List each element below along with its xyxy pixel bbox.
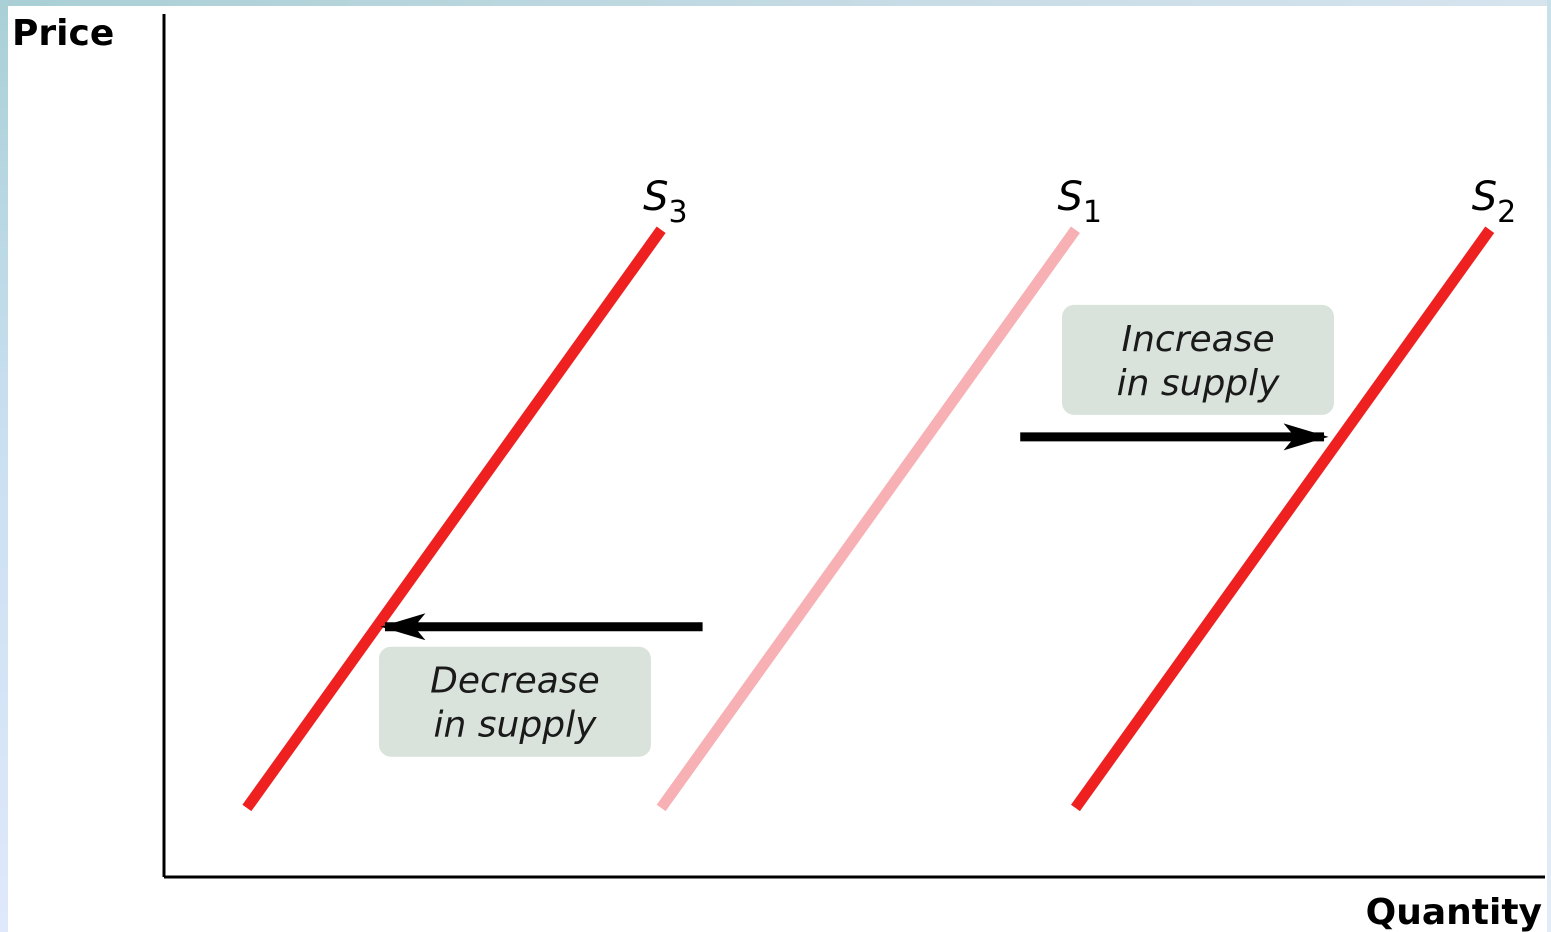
frame-left-edge [0, 0, 8, 932]
y-axis-label: Price [12, 13, 114, 54]
decrease-label-box [378, 646, 651, 757]
decrease-label-line2: in supply [434, 705, 598, 746]
supply-curve-name: S [1057, 174, 1082, 220]
frame-right-edge [1547, 0, 1551, 932]
supply-curve-label-s2: S2 [1472, 174, 1516, 230]
supply-curve-subscript: 2 [1497, 195, 1516, 230]
increase-label-line2: in supply [1117, 363, 1281, 404]
decrease-label-line1: Decrease [430, 661, 600, 702]
supply-curve-name: S [1472, 174, 1497, 220]
supply-curve-name: S [643, 174, 668, 220]
supply-curve-label-s3: S3 [643, 174, 687, 230]
frame-top-edge [0, 0, 1551, 6]
supply-curve-subscript: 1 [1083, 195, 1102, 230]
increase-label-box [1062, 304, 1335, 415]
series-layer: S3 S1 S2 [242, 174, 1516, 812]
supply-curve-label-s1: S1 [1057, 174, 1101, 230]
increase-label-line1: Increase [1121, 319, 1274, 360]
supply-curve-s1 [656, 226, 1080, 812]
x-axis-label: Quantity [1366, 892, 1542, 932]
supply-curve-s2 [1070, 226, 1495, 812]
supply-curve-subscript: 3 [669, 195, 688, 230]
supply-curve-s3 [242, 226, 666, 812]
